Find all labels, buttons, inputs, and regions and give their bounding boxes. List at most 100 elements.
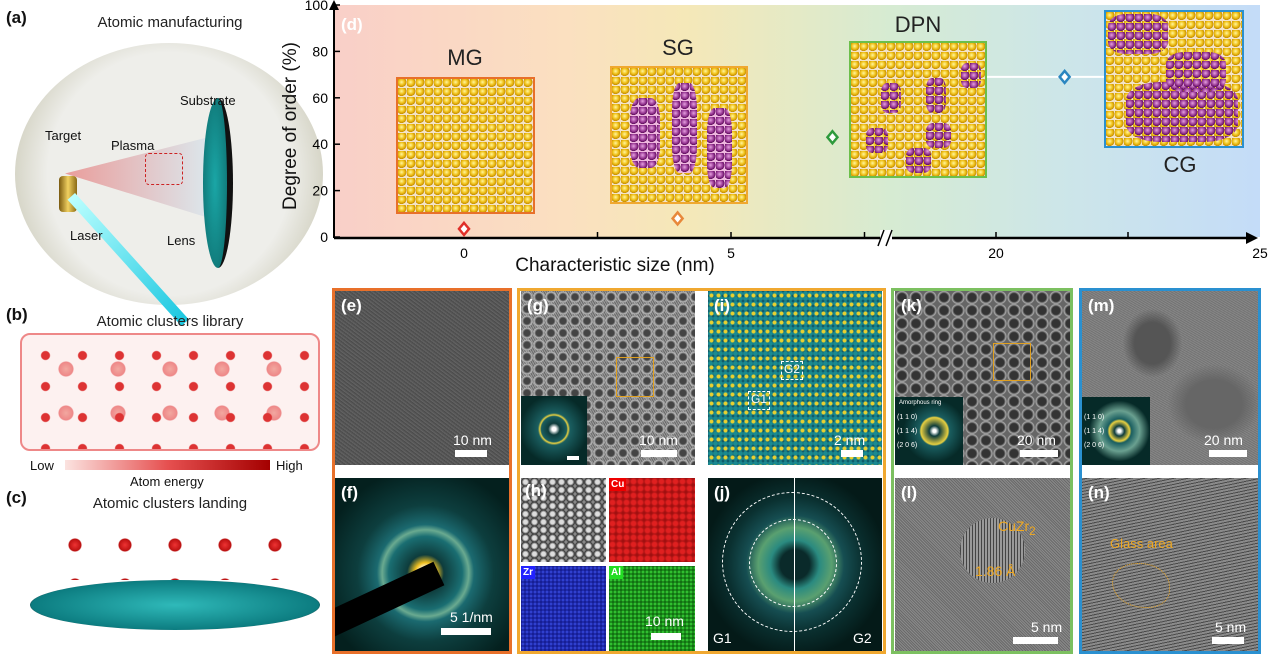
x-tick-label: 5 (727, 245, 735, 261)
panel-g-label: (g) (527, 296, 549, 315)
tem-image-e: (e) 10 nm (335, 291, 509, 465)
scale-text-h: 10 nm (645, 613, 684, 629)
scale-text-i: 2 nm (834, 432, 866, 448)
scale-text-n: 5 nm (1215, 619, 1247, 635)
inset-label-sg: SG (662, 35, 694, 60)
phase-subscript: 2 (1029, 524, 1036, 538)
hkl-110-m: (1 1 0) (1084, 414, 1105, 421)
glass-area-label: Glass area (1110, 536, 1173, 551)
axis-break-mark (885, 229, 893, 247)
hkl-110: (1 1 0) (897, 414, 918, 421)
phase-name: CuZr (998, 518, 1030, 534)
region-g2: G2 (781, 361, 803, 380)
panel-h-label: (h) (525, 481, 547, 500)
panel-e-label: (e) (341, 296, 362, 315)
lattice-spacing: 1.86 Å (975, 563, 1016, 579)
clusters-landing-illustration (20, 520, 320, 645)
panel-f-label: (f) (341, 483, 358, 502)
cuzr2-label: CuZr2 (998, 518, 1036, 538)
y-tick-label: 60 (312, 90, 328, 106)
sg-structure-inset (610, 66, 748, 204)
panel-d-label: (d) (341, 15, 363, 34)
diffraction-image-f: (f) 5 1/nm (335, 478, 509, 651)
scale-text-f: 5 1/nm (450, 609, 493, 625)
panel-k-label: (k) (901, 296, 922, 315)
scale-bar-e (455, 450, 487, 457)
laser-label: Laser (70, 228, 103, 243)
region-g1: G1 (748, 391, 770, 410)
panel-c-title: Atomic clusters landing (92, 495, 248, 512)
scale-bar-f (441, 628, 491, 635)
dpn-structure-inset (849, 41, 987, 178)
frame-mg (332, 288, 512, 654)
inset-label-dpn: DPN (894, 12, 942, 37)
data-point-dpn (825, 129, 840, 146)
panel-m-label: (m) (1088, 296, 1115, 315)
cu-label: Cu (609, 478, 627, 491)
substrate-disk (203, 98, 233, 268)
data-point-cg (1058, 68, 1072, 85)
x-tick-label: 0 (460, 245, 468, 261)
hrtem-image-i: (i) G2 G1 2 nm (708, 291, 882, 465)
pld-chamber-illustration: Plasma Target Substrate Laser Lens (15, 43, 323, 327)
panel-c-label: (c) (6, 488, 27, 507)
fft-image-j: (j) G1 G2 (708, 478, 882, 651)
scale-text-l: 5 nm (1031, 619, 1063, 635)
clusters-library-box (20, 333, 320, 451)
tem-image-g: (g) 10 nm (521, 291, 695, 465)
hkl-114: (1 1 4) (897, 428, 918, 435)
y-axis-label: Degree of order (%) (280, 42, 301, 210)
y-axis-label-wrap: Degree of order (%) (280, 15, 301, 235)
scale-bar-m (1209, 450, 1247, 457)
zoom-region-box-k (993, 343, 1031, 381)
scale-bar-n (1212, 637, 1244, 644)
x-tick-label: 20 (988, 245, 1004, 261)
cg-structure-inset (1104, 10, 1244, 148)
zr-label: Zr (521, 566, 535, 579)
inset-label-cg: CG (1163, 152, 1197, 177)
tem-image-m: (m) (1 1 0) (1 1 4) (2 0 6) 20 nm (1082, 291, 1258, 465)
panel-i-label: (i) (714, 296, 731, 315)
inset-label-mg: MG (447, 45, 483, 70)
axis-break-mark (877, 229, 885, 247)
panel-a-label: (a) (6, 8, 27, 27)
scale-text-g: 10 nm (639, 432, 678, 448)
sad-inset-m: (1 1 0) (1 1 4) (2 0 6) (1082, 397, 1150, 465)
scale-bar-g (641, 450, 677, 457)
j-g2-label: G2 (853, 630, 872, 646)
zoom-region-box (616, 357, 654, 397)
scale-bar-i (841, 450, 863, 457)
eds-map-zr: Zr (521, 566, 606, 651)
panel-j-label: (j) (714, 483, 731, 502)
scale-bar-h (651, 633, 681, 640)
hrtem-image-l: (l) CuZr2 1.86 Å 5 nm (895, 478, 1070, 651)
energy-colorbar (65, 460, 270, 470)
mg-structure-inset (396, 77, 535, 214)
x-axis-label: Characteristic size (nm) (515, 255, 715, 276)
plasma-label: Plasma (111, 138, 155, 153)
hkl-114-m: (1 1 4) (1084, 428, 1105, 435)
low-label: Low (30, 458, 54, 473)
frame-dpn (891, 288, 1073, 654)
x-axis-arrow (1246, 232, 1258, 244)
hrtem-image-h: (h) (521, 478, 606, 562)
y-tick-label: 40 (312, 136, 328, 152)
hkl-206: (2 0 6) (897, 442, 918, 449)
panel-a-title: Atomic manufacturing (97, 14, 243, 31)
al-label: Al (609, 566, 623, 579)
hkl-206-m: (2 0 6) (1084, 442, 1105, 449)
y-tick-label: 80 (312, 43, 328, 59)
scale-bar-k (1020, 450, 1058, 457)
scale-text-k: 20 nm (1017, 432, 1056, 448)
sad-inset-g (521, 396, 587, 465)
tem-image-k: (k) Amorphous ring (1 1 0) (1 1 4) (2 0 … (895, 291, 1070, 465)
panel-b-label: (b) (6, 305, 28, 324)
glass-area-outline (1112, 563, 1170, 608)
sad-inset-k: Amorphous ring (1 1 0) (1 1 4) (2 0 6) (895, 397, 963, 465)
eds-map-al: Al 10 nm (609, 566, 695, 651)
scale-bar-l (1013, 637, 1058, 644)
hrtem-image-n: (n) Glass area 5 nm (1082, 478, 1258, 651)
eds-map-cu: Cu (609, 478, 695, 562)
frame-cg (1079, 288, 1261, 654)
panel-n-label: (n) (1088, 483, 1110, 502)
